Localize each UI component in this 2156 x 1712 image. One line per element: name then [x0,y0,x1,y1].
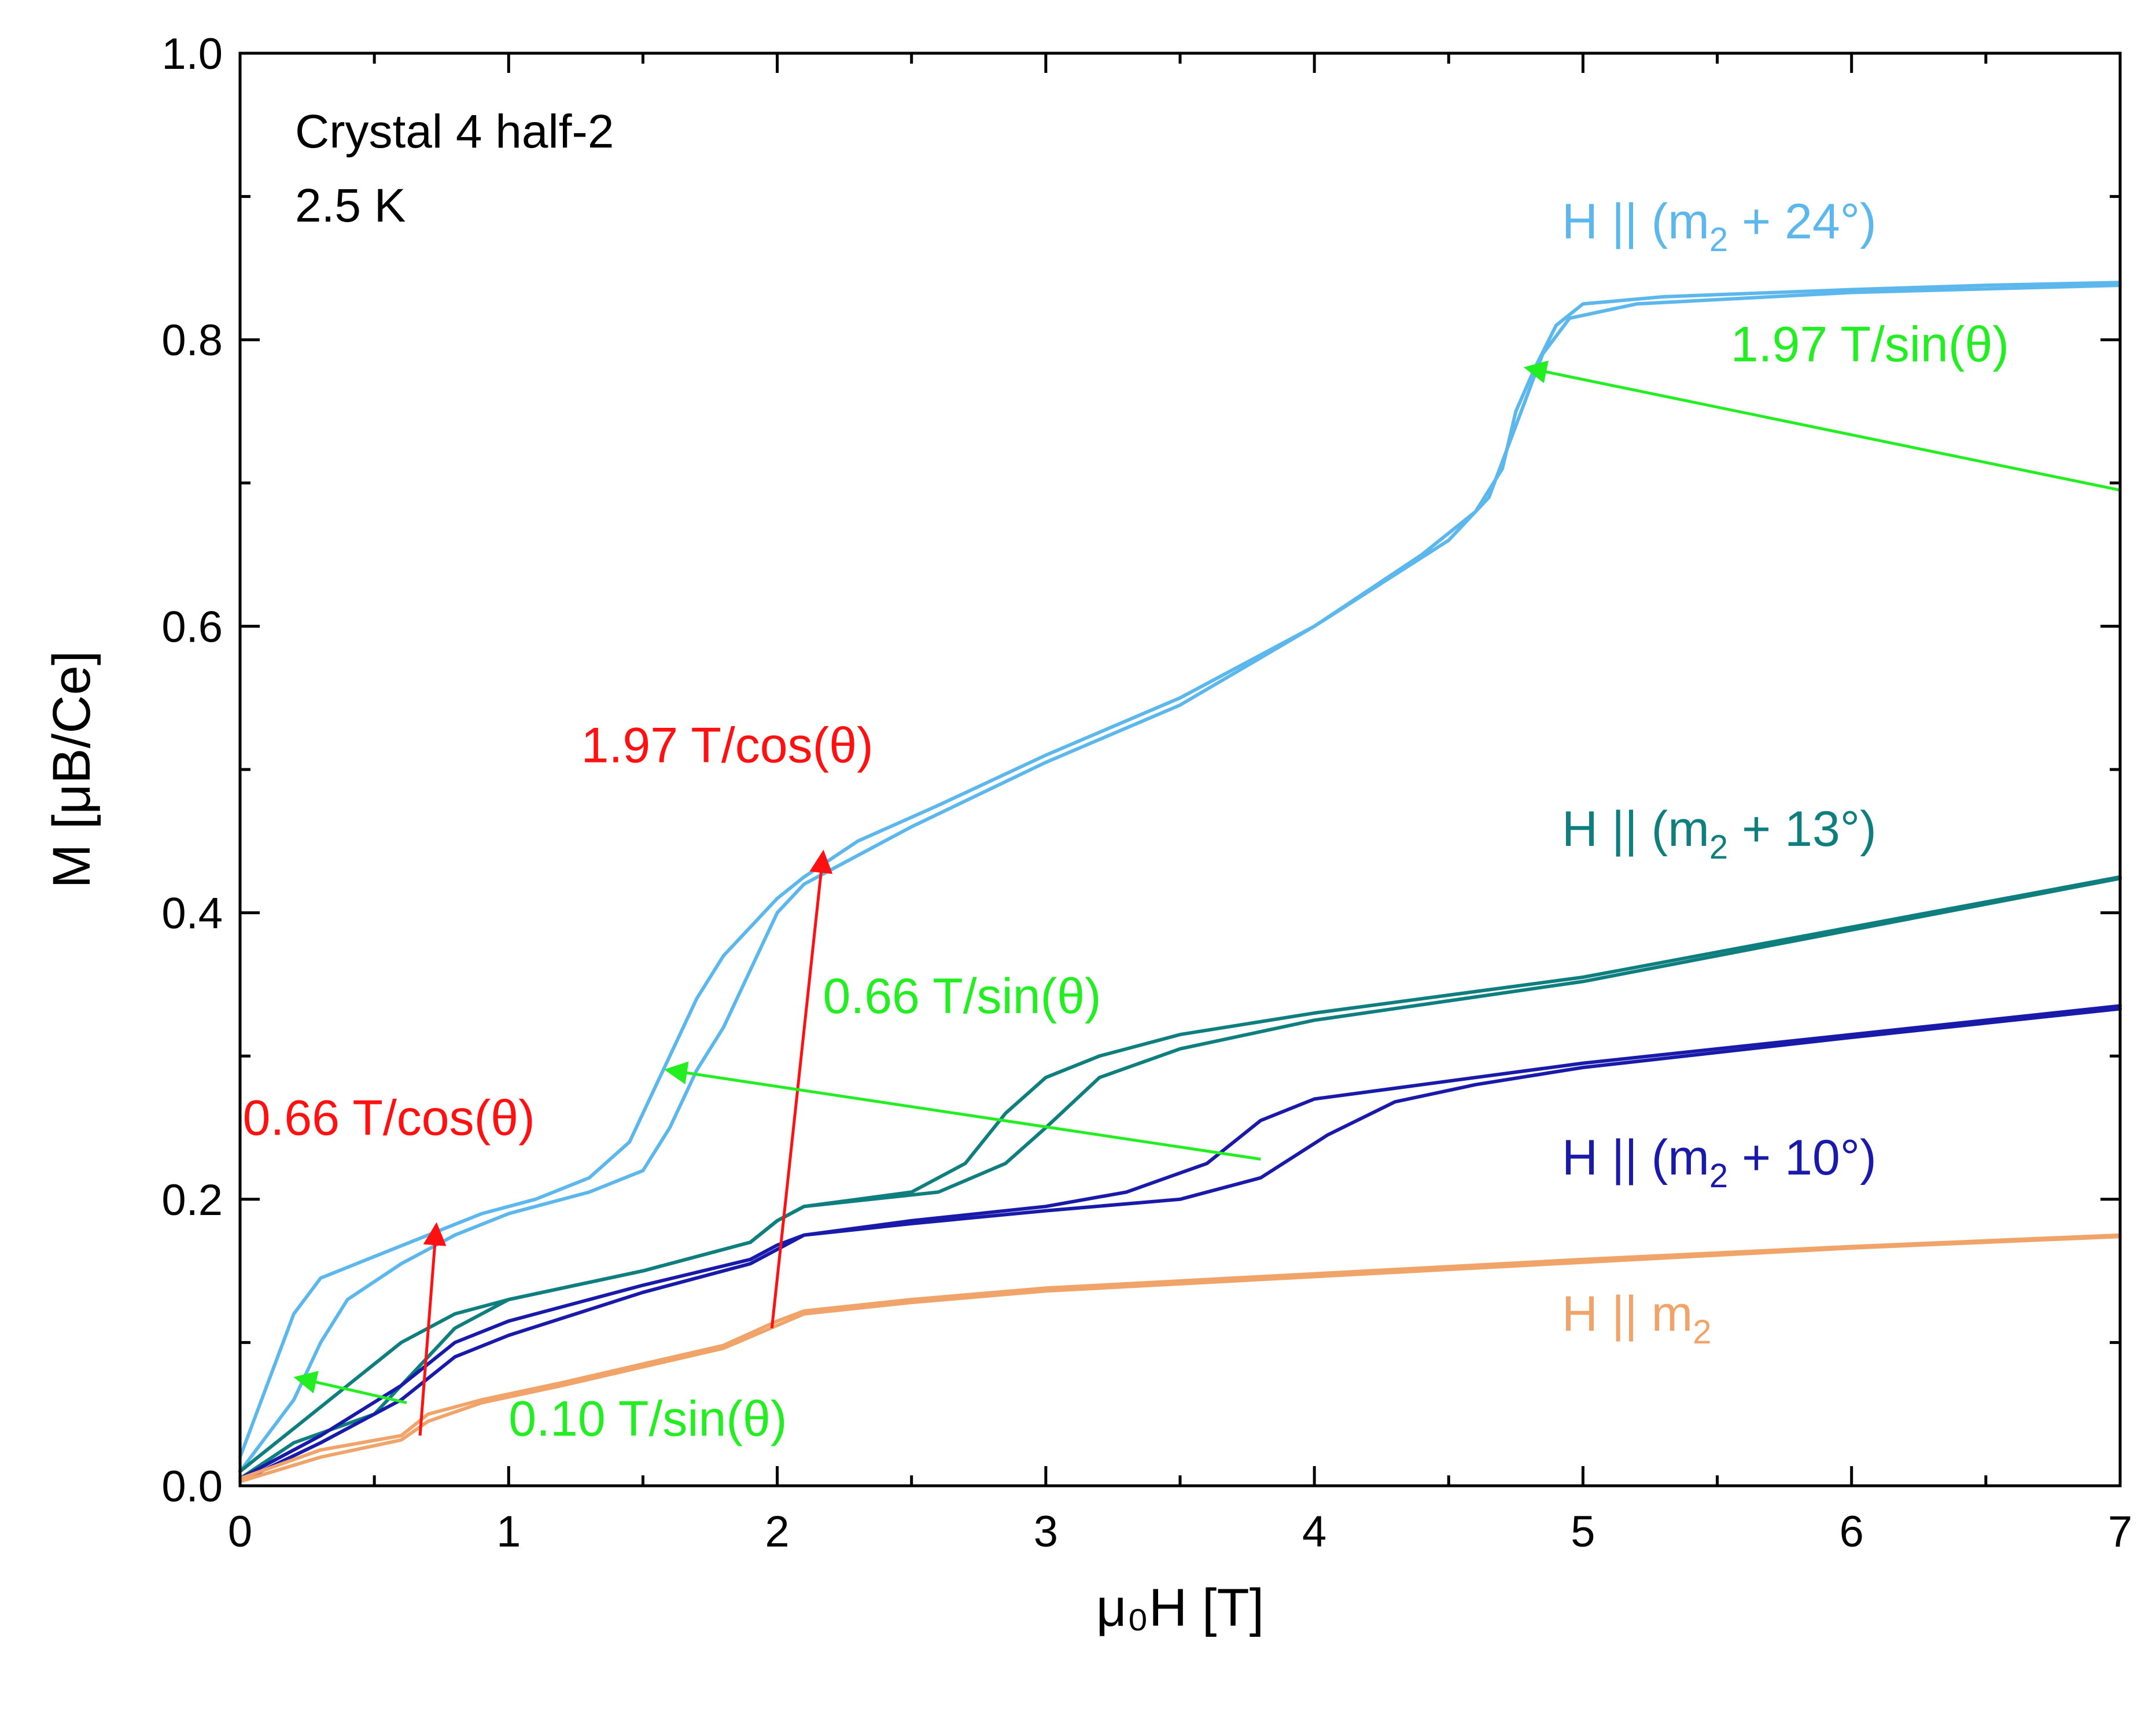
annotation-arrow-2 [664,1061,1261,1161]
series-label-3: H || m2 [1562,1286,1711,1351]
y-tick-label: 0.4 [161,889,223,938]
series-label-main: H || m [1562,1286,1693,1342]
x-tick-label: 2 [765,1507,789,1556]
series-label-sub: 2 [1709,221,1728,259]
series-line-3-branch-1 [238,1235,2122,1483]
y-tick-label: 0.6 [161,602,223,651]
axes-layer [238,51,2122,1488]
plot-frame [238,51,2122,1488]
y-axis-title: M [μB/Ce] [42,651,101,889]
x-tick-label: 3 [1034,1507,1058,1556]
series-label-main: H || (m [1562,194,1709,249]
x-tick-label: 7 [2108,1507,2132,1556]
series-label-main: H || (m [1562,1130,1709,1185]
annotation-text-4: 0.10 T/sin(θ) [508,1391,787,1446]
series-line-1-branch-1 [238,877,2122,1481]
series-layer [238,281,2122,1483]
info-text-line-1: 2.5 K [295,179,406,232]
series-line-0-branch-1 [238,284,2122,1474]
x-tick-label: 4 [1302,1507,1326,1556]
y-tick-label: 1.0 [161,30,223,79]
series-line-3-branch-0 [238,1233,2122,1481]
annotation-text-3: 0.66 T/cos(θ) [243,1090,535,1146]
annotation-layer: 1.97 T/sin(θ) 1.97 T/cos(θ) 0.66 T/sin(θ) 0… [243,316,2121,1446]
y-tick-label: 0.8 [161,316,223,365]
annotation-arrow-1 [770,849,833,1328]
x-tick-label: 6 [1840,1507,1864,1556]
series-label-2: H || (m2 + 10°) [1562,1130,1877,1195]
annotation-text-2: 0.66 T/sin(θ) [823,969,1101,1024]
series-label-sub: 2 [1709,1157,1728,1195]
x-tick-label: 1 [496,1507,521,1556]
x-tick-label: 0 [228,1507,252,1556]
series-label-tail: + 13°) [1728,801,1877,857]
annotation-text-1: 1.97 T/cos(θ) [581,718,874,774]
info-text-line-0: Crystal 4 half-2 [295,105,614,158]
label-layer: 0 1 2 3 4 5 6 7 0.0 0.2 0.4 0.6 0.8 1.0 μ₀H [T] M [μB/C… [42,30,2132,1637]
x-tick-label: 5 [1571,1507,1595,1556]
annotation-arrow-0 [1523,360,2121,492]
annotation-text-0: 1.97 T/sin(θ) [1731,316,2009,372]
series-line-2-branch-1 [238,1007,2122,1483]
series-label-sub: 2 [1709,829,1728,866]
series-label-main: H || (m [1562,801,1709,857]
annotation-arrow-3 [418,1222,447,1436]
series-label-0: H || (m2 + 24°) [1562,194,1877,259]
series-line-2-branch-0 [238,1004,2122,1481]
annotation-arrow-4 [293,1371,407,1404]
series-label-sub: 2 [1693,1313,1711,1351]
y-tick-label: 0.2 [161,1176,223,1225]
series-label-1: H || (m2 + 13°) [1562,801,1877,866]
y-tick-label: 0.0 [161,1462,223,1511]
series-label-tail: + 24°) [1728,194,1877,249]
series-label-tail: + 10°) [1728,1130,1877,1185]
x-axis-title: μ₀H [T] [1096,1578,1265,1637]
